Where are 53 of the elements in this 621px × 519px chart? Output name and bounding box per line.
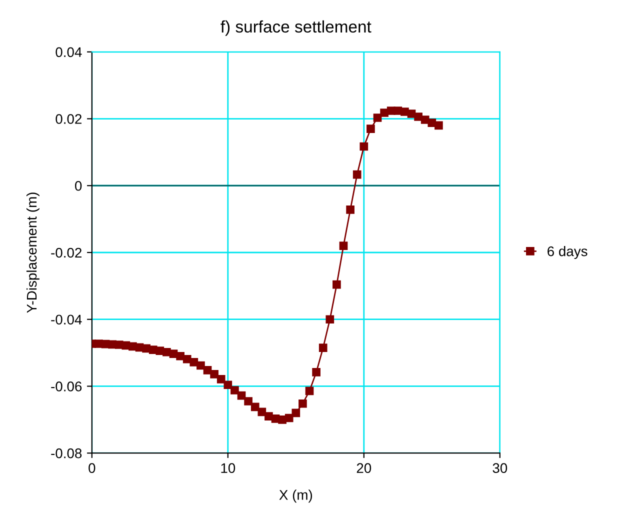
point	[216, 375, 226, 384]
point	[318, 344, 328, 352]
point	[196, 361, 205, 370]
point	[326, 315, 334, 324]
point	[434, 121, 443, 130]
point	[278, 415, 286, 424]
chart-title: f) surface settlement	[220, 20, 372, 36]
point	[352, 170, 362, 179]
y-tick-label: 0.04	[56, 47, 82, 58]
point	[237, 391, 246, 400]
point	[264, 412, 273, 420]
point	[292, 408, 300, 418]
legend-label: 6 days	[548, 246, 588, 259]
point	[420, 116, 430, 124]
point	[400, 108, 409, 116]
point	[203, 366, 212, 374]
point	[346, 206, 354, 214]
point	[360, 142, 368, 151]
point	[312, 368, 320, 376]
point	[230, 386, 239, 394]
point	[414, 112, 422, 121]
x-tick-label: 0	[88, 463, 96, 474]
y-tick-label: 0	[75, 180, 82, 191]
point	[190, 358, 198, 366]
y-tick-label: -0.02	[51, 248, 82, 258]
x-tick-label: 10	[221, 463, 236, 474]
point	[182, 354, 192, 364]
x-tick-label: 20	[356, 463, 372, 474]
point	[258, 408, 266, 416]
point	[380, 108, 388, 117]
point	[394, 106, 402, 115]
point	[339, 242, 348, 250]
point	[162, 348, 171, 356]
y-tick-label: -0.04	[51, 314, 82, 325]
y-tick-label: -0.08	[51, 448, 82, 458]
point	[305, 386, 314, 396]
y-tick-label: -0.06	[51, 382, 82, 392]
y-axis-title: Y-Displacement (m)	[26, 192, 40, 313]
point	[224, 380, 232, 390]
x-tick-label: 30	[492, 463, 508, 474]
point	[366, 124, 375, 133]
point	[156, 346, 164, 355]
point	[244, 397, 252, 406]
point	[176, 352, 184, 360]
point	[373, 114, 382, 122]
point	[332, 280, 341, 289]
y-tick-label: 0.02	[56, 114, 82, 124]
point	[250, 402, 260, 412]
point	[210, 370, 218, 378]
point	[428, 118, 436, 127]
point	[298, 399, 307, 408]
x-axis-title: X (m)	[279, 490, 312, 503]
point	[284, 414, 294, 422]
